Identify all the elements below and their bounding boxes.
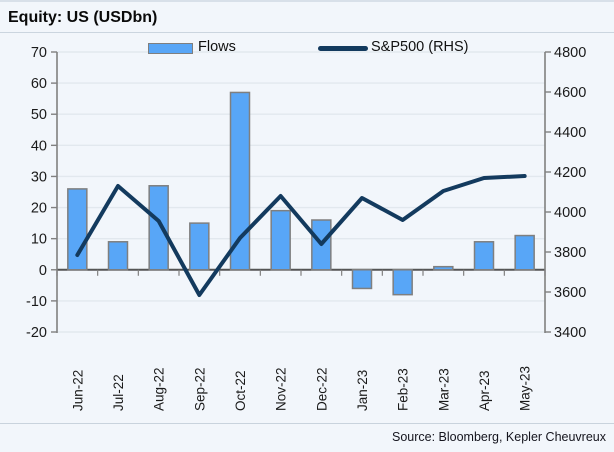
svg-text:30: 30 [31, 169, 47, 185]
svg-text:Aug-22: Aug-22 [152, 367, 167, 411]
bar-Jan-23 [351, 269, 373, 290]
flows-legend-label: Flows [198, 39, 236, 55]
svg-text:4200: 4200 [554, 165, 586, 181]
svg-text:50: 50 [31, 107, 47, 123]
bar-Apr-23 [473, 241, 495, 271]
bar-Mar-23 [433, 265, 454, 271]
bar-Jun-22 [67, 188, 88, 271]
svg-text:3800: 3800 [554, 245, 586, 261]
svg-text:3400: 3400 [554, 325, 586, 341]
svg-text:Apr-23: Apr-23 [477, 370, 492, 411]
svg-text:4000: 4000 [554, 205, 586, 221]
sp500-legend-label: S&P500 (RHS) [371, 39, 469, 55]
sp500-line [75, 174, 527, 297]
right-axis-labels: 4800 4600 4400 4200 4000 3800 3600 3400 [554, 45, 586, 341]
svg-text:-20: -20 [26, 325, 47, 341]
bar-Nov-22 [270, 209, 291, 271]
svg-text:70: 70 [31, 45, 47, 61]
svg-text:4400: 4400 [554, 125, 586, 141]
sp500-legend-line [318, 46, 368, 51]
svg-text:Sep-22: Sep-22 [192, 367, 207, 411]
svg-text:Mar-23: Mar-23 [436, 368, 451, 411]
svg-text:Jun-22: Jun-22 [70, 370, 85, 411]
svg-text:-10: -10 [26, 294, 47, 310]
gridlines [57, 51, 545, 333]
svg-text:20: 20 [31, 201, 47, 217]
svg-text:40: 40 [31, 138, 47, 154]
svg-text:3600: 3600 [554, 285, 586, 301]
svg-text:10: 10 [31, 232, 47, 248]
source-note: Source: Bloomberg, Kepler Cheuvreux [0, 423, 614, 452]
flows-legend-swatch [148, 43, 193, 54]
svg-text:Nov-22: Nov-22 [274, 367, 289, 411]
bar-May-23 [514, 234, 535, 271]
svg-text:Oct-22: Oct-22 [233, 370, 248, 411]
svg-text:Feb-23: Feb-23 [396, 368, 411, 411]
svg-text:60: 60 [31, 76, 47, 92]
bar-Aug-22 [148, 185, 169, 271]
bar-Feb-23 [392, 269, 413, 296]
svg-text:4600: 4600 [554, 85, 586, 101]
bar-Oct-22 [229, 91, 251, 271]
svg-text:4800: 4800 [554, 45, 586, 61]
x-axis-labels: Jun-22 Jul-22 Aug-22 Sep-22 Oct-22 Nov-22 Dec-… [70, 366, 532, 411]
svg-text:May-23: May-23 [518, 366, 533, 411]
left-axis-labels: 70 60 50 40 30 20 10 0 -10 -20 [26, 45, 47, 341]
flows-bars [67, 91, 535, 296]
bar-Jul-22 [107, 241, 129, 271]
svg-text:Jul-22: Jul-22 [111, 374, 126, 411]
chart-title: Equity: US (USDbn) [0, 2, 614, 33]
svg-text:0: 0 [39, 263, 47, 279]
bar-Sep-22 [189, 222, 210, 271]
svg-text:Jan-23: Jan-23 [355, 370, 370, 411]
svg-text:Dec-22: Dec-22 [314, 367, 329, 411]
